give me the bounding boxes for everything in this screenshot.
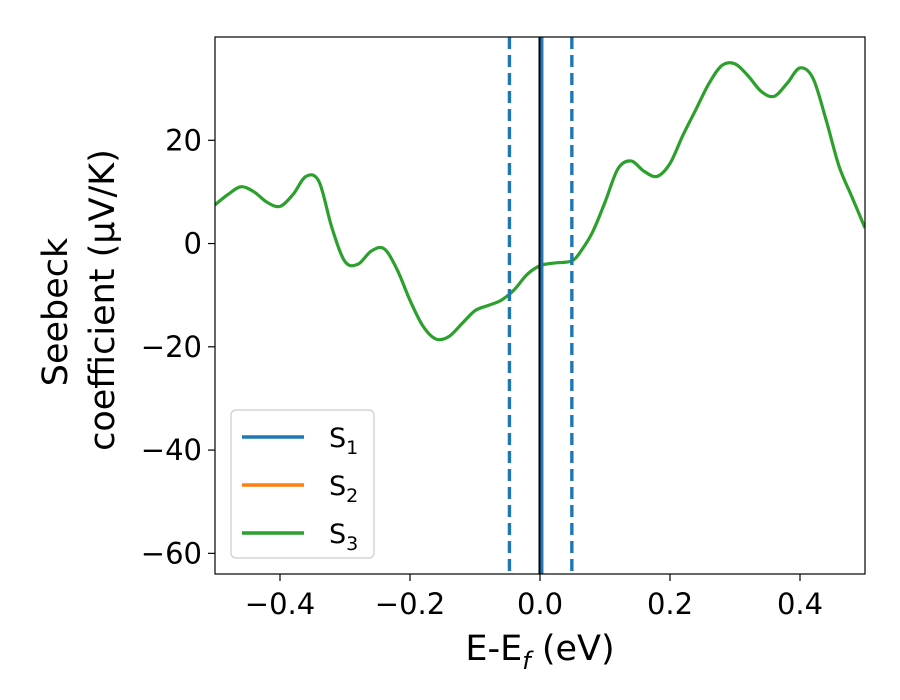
y-tick-label: 20 <box>165 123 202 157</box>
x-tick-label: 0.2 <box>647 587 693 621</box>
y-tick-label: −20 <box>141 330 202 364</box>
y-tick-label: −40 <box>141 433 202 467</box>
y-tick-label: 0 <box>184 227 202 261</box>
y-tick-label: −60 <box>141 536 202 570</box>
legend-label-s1: S1 <box>329 423 358 459</box>
legend-label-s3: S3 <box>329 519 358 555</box>
x-tick-label: −0.2 <box>375 587 445 621</box>
x-tick-label: 0.0 <box>517 587 563 621</box>
x-axis: −0.4 −0.2 0.0 0.2 0.4 <box>245 574 823 621</box>
x-tick-label: 0.4 <box>777 587 823 621</box>
y-axis: −60 −40 −20 0 20 <box>141 123 215 570</box>
y-axis-label-line1: Seebeck <box>36 237 76 386</box>
x-tick-label: −0.4 <box>245 587 315 621</box>
legend-label-s2: S2 <box>329 471 358 507</box>
legend: S1 S2 S3 <box>230 409 375 559</box>
series-line-s3 <box>215 61 865 342</box>
x-axis-label: E-Ef (eV) <box>465 629 614 675</box>
y-axis-label-line2: coefficient (μV/K) <box>83 149 123 451</box>
plot-area <box>215 37 865 574</box>
